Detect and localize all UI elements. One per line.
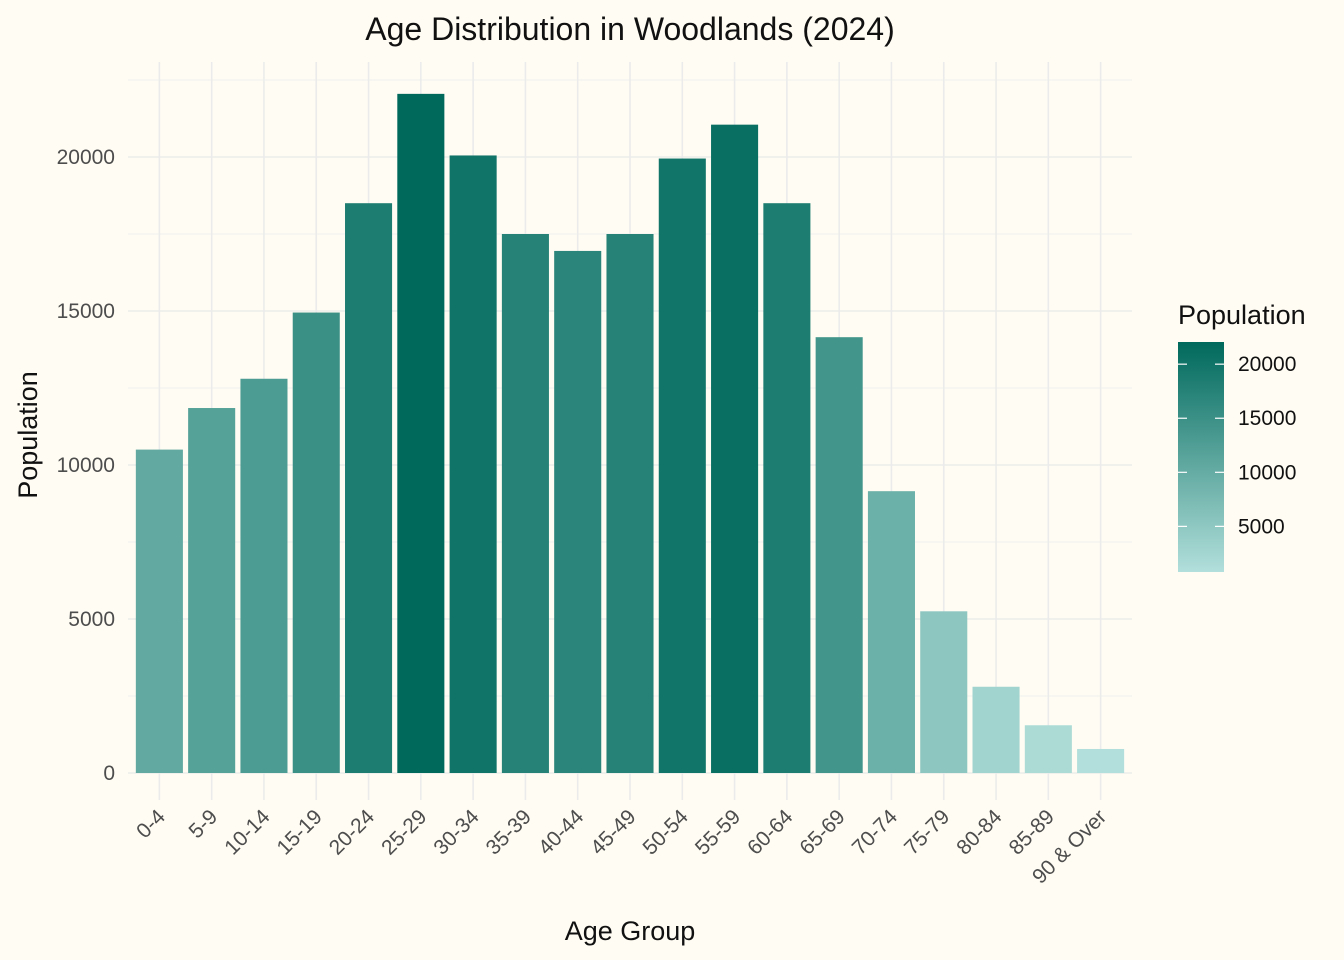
legend-label: 10000 [1238,461,1296,484]
x-tick-label: 60-64 [743,805,797,859]
bar-20-24 [345,203,393,773]
y-tick-label: 15000 [57,300,115,323]
x-tick-label: 10-14 [220,805,274,859]
x-tick-label: 30-34 [429,805,483,859]
legend-colorbar [1178,342,1224,572]
y-axis-title: Population [13,371,43,499]
bar-65-69 [815,337,863,773]
x-tick-label: 65-69 [795,805,849,859]
x-tick-label: 35-39 [482,805,536,859]
legend-label: 20000 [1238,353,1296,376]
bar-40-44 [554,250,602,773]
y-tick-label: 0 [103,762,115,785]
legend-label: 15000 [1238,407,1296,430]
x-tick-label: 0-4 [132,805,170,843]
bar-75-79 [920,611,968,773]
bar-0-4 [135,449,183,773]
x-tick-label: 20-24 [325,805,379,859]
bar-5-9 [188,408,236,773]
bar-45-49 [606,234,654,773]
legend-label: 5000 [1238,515,1285,538]
x-tick-label: 80-84 [952,805,1006,859]
bar-60-64 [763,203,811,773]
bars [135,93,1125,774]
chart-title: Age Distribution in Woodlands (2024) [365,11,894,47]
y-tick-label: 5000 [68,608,115,631]
bar-90-over [1077,748,1125,773]
x-tick-label: 25-29 [377,805,431,859]
legend: Population 5000 10000 15000 20000 [1178,300,1306,572]
bar-55-59 [711,124,759,773]
x-tick-label: 70-74 [848,805,902,859]
x-tick-label: 40-44 [534,805,588,859]
x-tick-label: 15-19 [273,805,327,859]
bar-70-74 [867,491,915,773]
bar-15-19 [292,312,340,773]
x-tick-label: 50-54 [639,805,693,859]
x-axis-ticks: 0-4 5-910-1415-1920-2425-2930-3435-3940-4… [132,805,1111,888]
legend-title: Population [1178,300,1306,330]
bar-80-84 [972,686,1020,773]
y-tick-label: 10000 [57,454,115,477]
bar-25-29 [397,93,445,774]
bar-50-54 [658,158,706,774]
x-axis-title: Age Group [565,916,696,946]
y-axis-ticks: 0 5000 10000 15000 20000 [57,146,115,785]
bar-35-39 [501,234,549,773]
bar-85-89 [1024,725,1072,773]
x-tick-label: 45-49 [586,805,640,859]
bar-10-14 [240,378,288,773]
x-tick-label: 55-59 [691,805,745,859]
y-tick-label: 20000 [57,146,115,169]
x-tick-label: 5-9 [184,805,222,843]
x-tick-label: 75-79 [900,805,954,859]
bar-30-34 [449,155,497,773]
